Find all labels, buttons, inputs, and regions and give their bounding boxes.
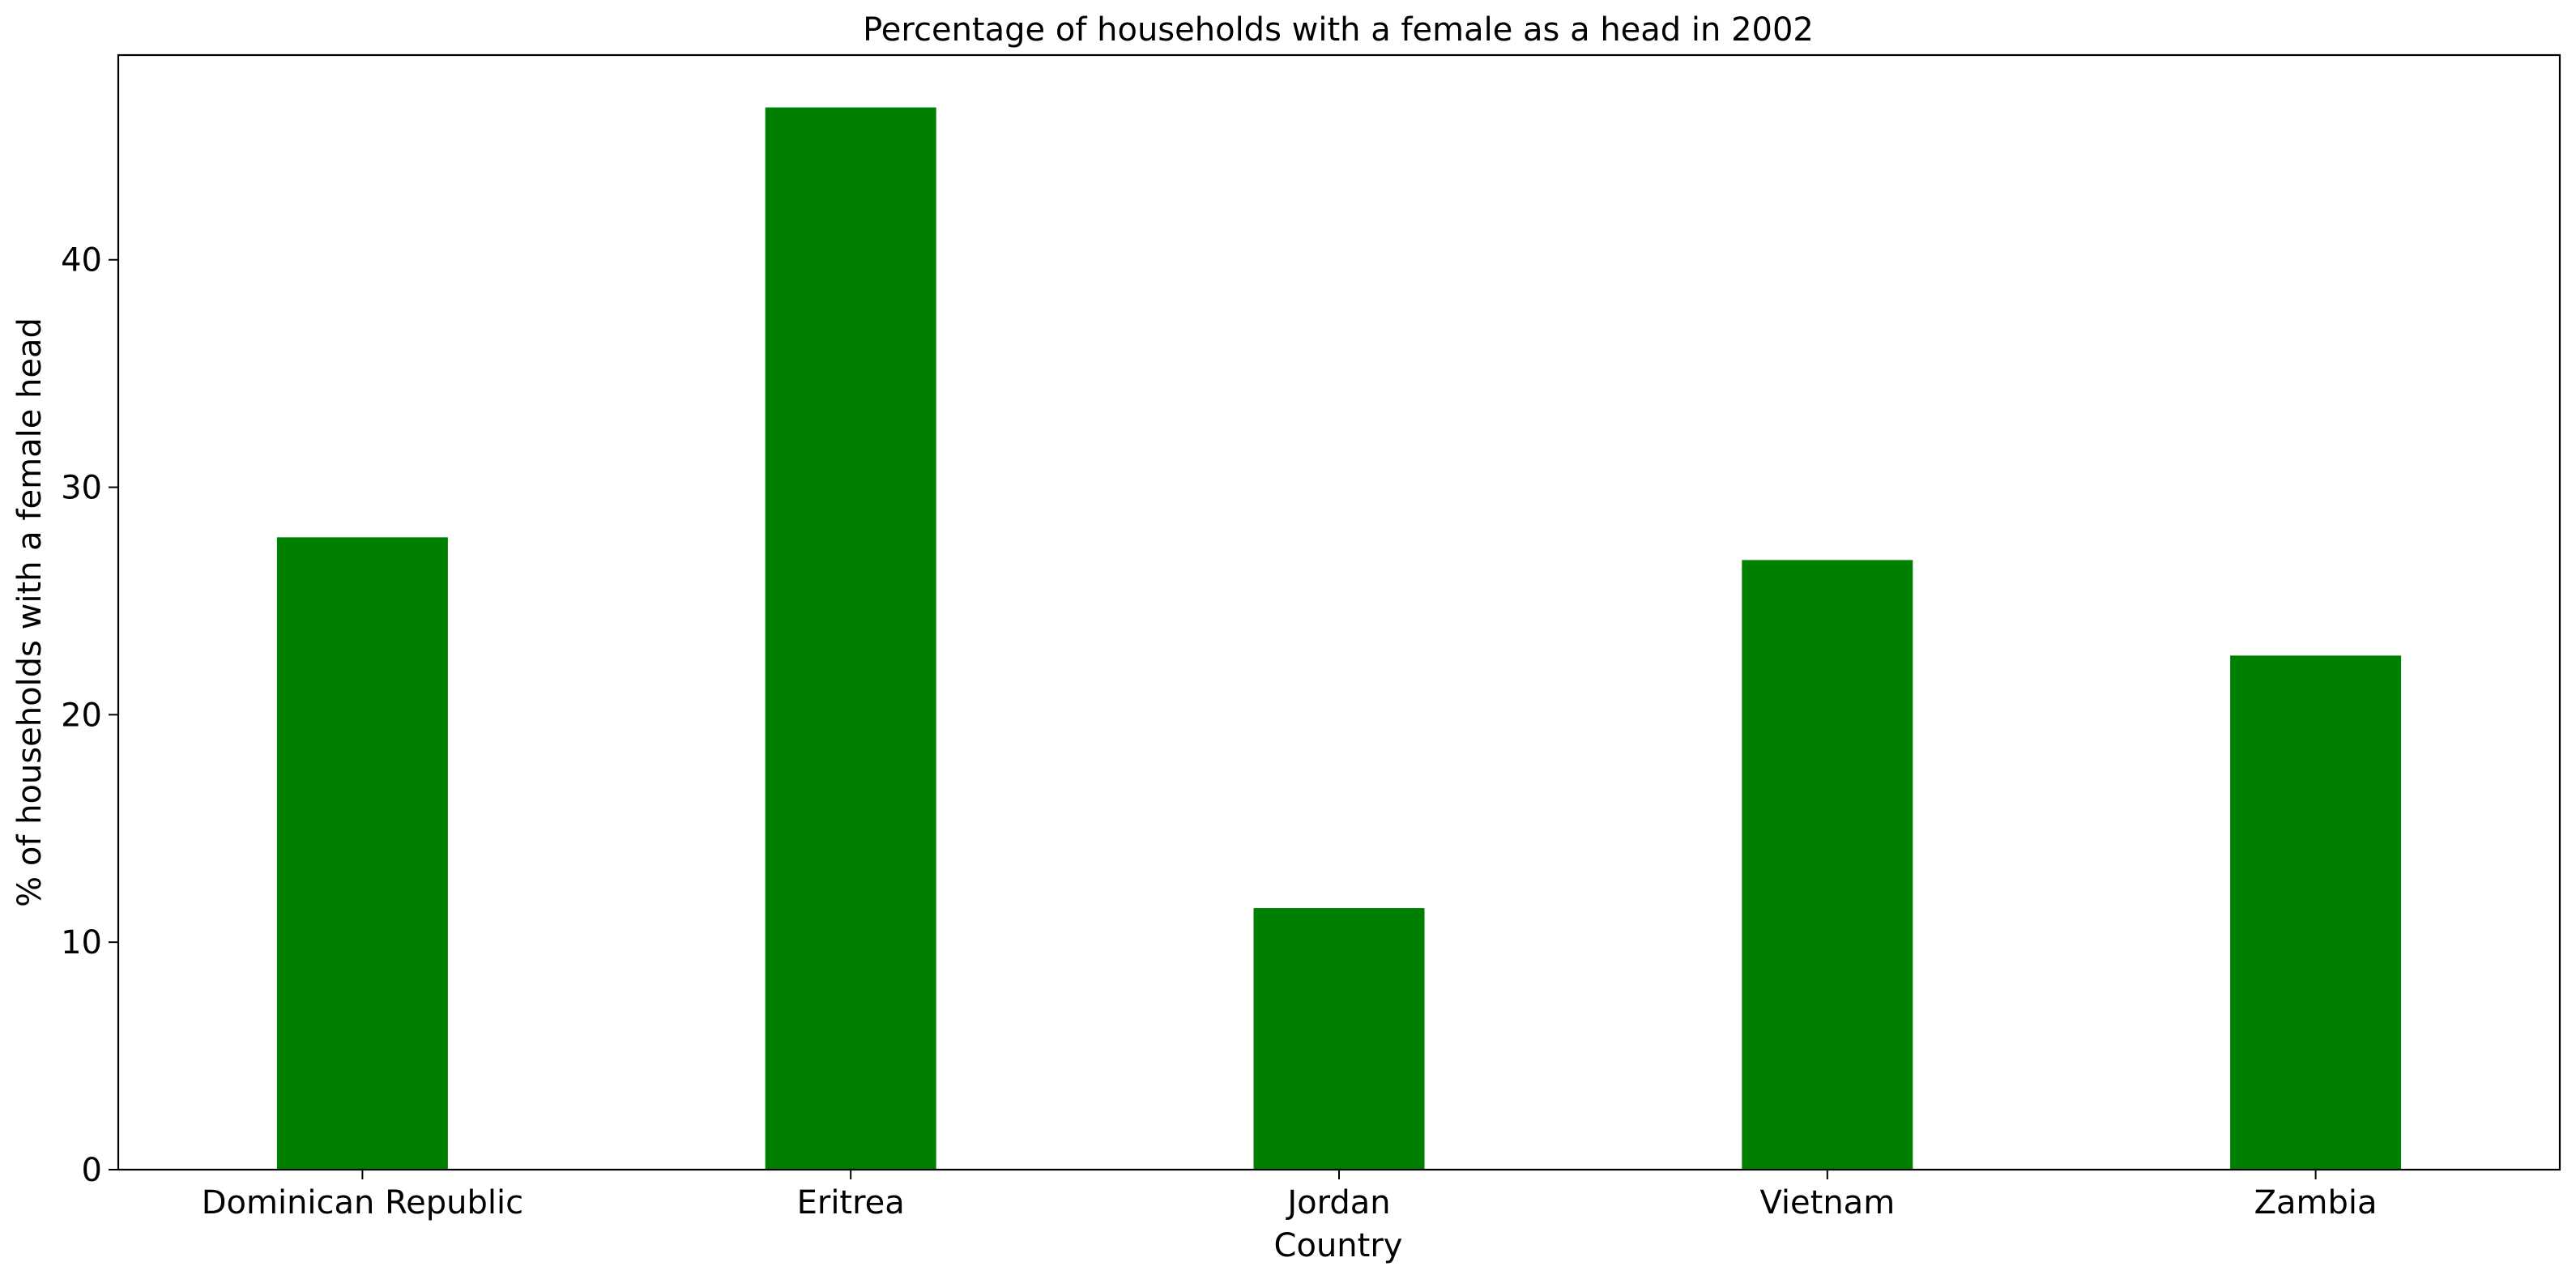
- plot-frame: [117, 53, 2561, 1171]
- bar-eritrea: [765, 107, 936, 1170]
- x-axis-label: Country: [1274, 1227, 1403, 1264]
- y-tick-label: 20: [61, 697, 102, 734]
- y-axis-label: % of households with a female head: [11, 318, 49, 907]
- bars-group: [276, 107, 2402, 1170]
- x-tick-label: Eritrea: [797, 1184, 905, 1221]
- y-tick-label: 30: [61, 470, 102, 507]
- x-tick-label: Zambia: [2254, 1184, 2378, 1221]
- x-axis: Dominican Republic Eritrea Jordan Vietnam Za…: [202, 1170, 2378, 1221]
- y-tick-label: 0: [82, 1152, 102, 1189]
- x-tick-label: Vietnam: [1759, 1184, 1895, 1221]
- y-tick-label: 10: [61, 924, 102, 961]
- chart-title: Percentage of households with a female a…: [863, 11, 1814, 49]
- y-tick-label: 40: [61, 242, 102, 279]
- bar-zambia: [2230, 655, 2402, 1170]
- y-axis: 0 10 20 30 40: [61, 242, 118, 1189]
- bar-jordan: [1253, 908, 1425, 1170]
- bar-vietnam: [1742, 560, 1913, 1170]
- bar-dominican-republic: [276, 537, 448, 1170]
- x-tick-label: Jordan: [1285, 1184, 1390, 1221]
- x-tick-label: Dominican Republic: [202, 1184, 523, 1221]
